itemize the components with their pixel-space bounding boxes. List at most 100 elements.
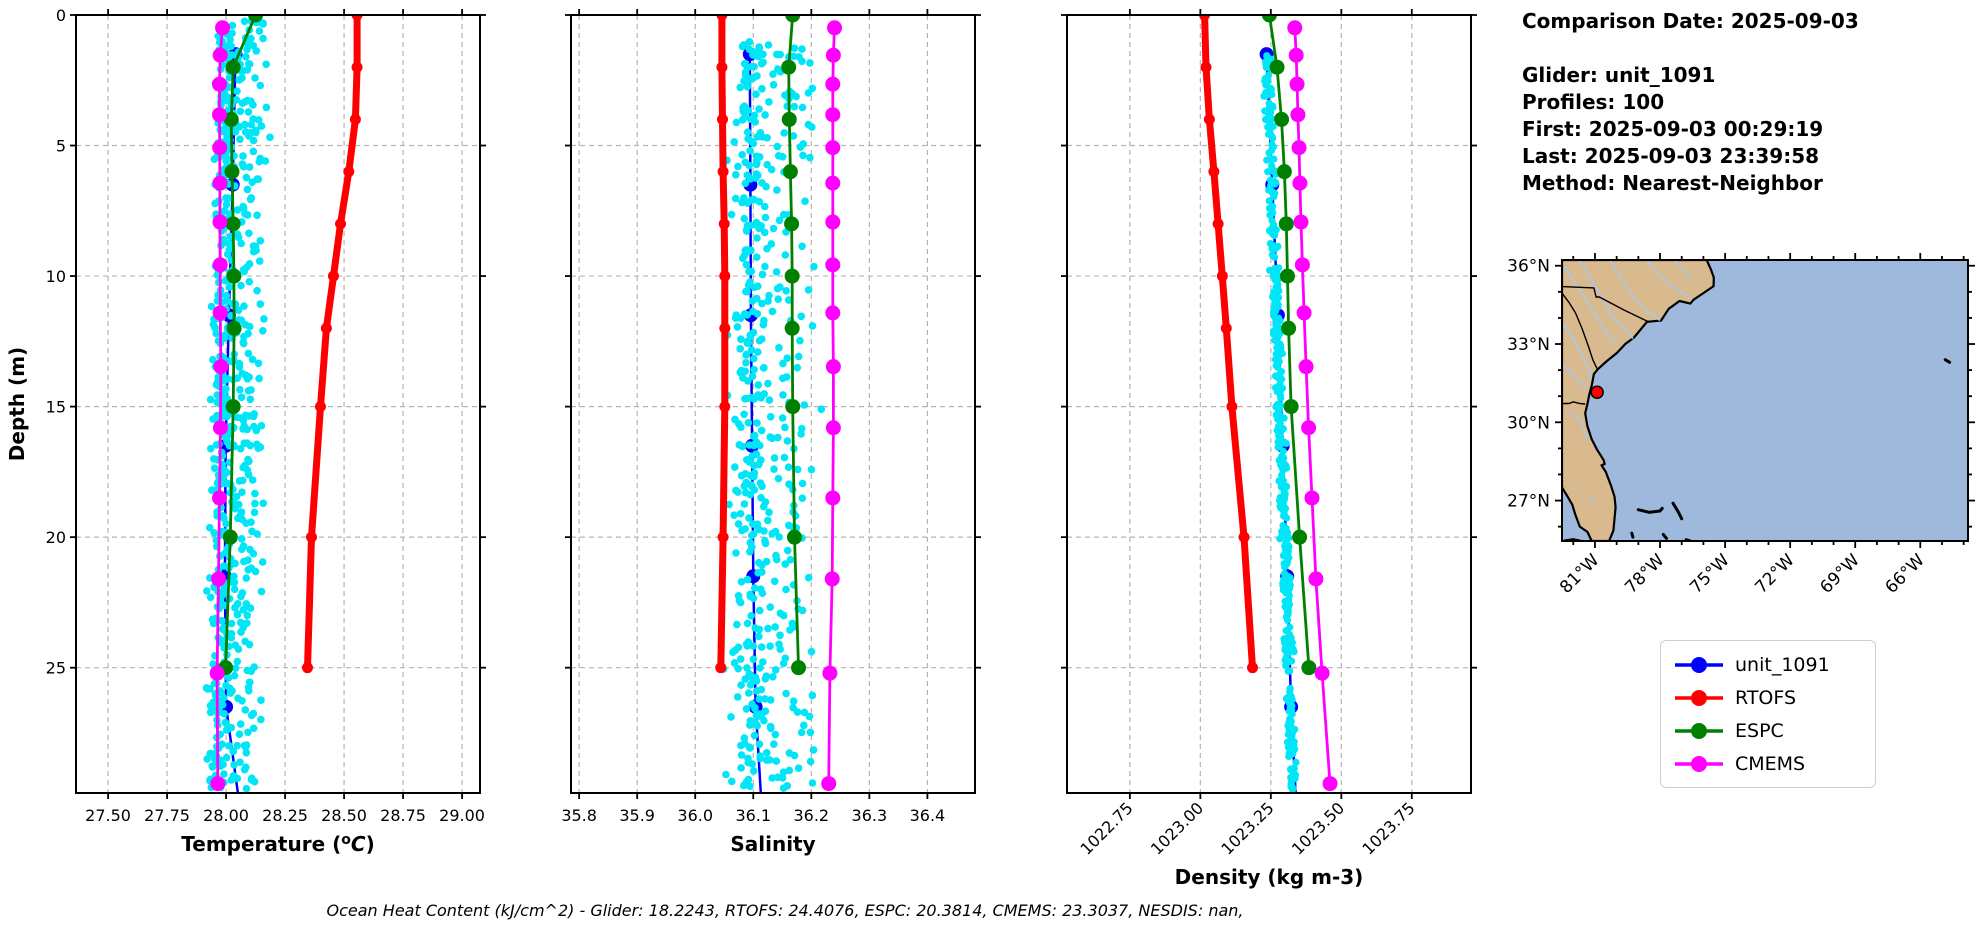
island	[1630, 531, 1635, 539]
island	[1636, 506, 1664, 514]
state-border	[1562, 401, 1586, 405]
series-CMEMS	[821, 20, 843, 792]
svg-text:33°N: 33°N	[1507, 335, 1550, 355]
svg-text:28.00: 28.00	[203, 806, 249, 825]
svg-text:20: 20	[46, 528, 66, 547]
svg-text:28.75: 28.75	[380, 806, 426, 825]
legend-swatch	[1675, 689, 1723, 706]
temperature-plot: 27.50 27.75 28.00 28.25 28.50 28.75 29.00 0 5 10 1…	[5, 6, 486, 856]
header-line: Comparison Date: 2025-09-03	[1522, 9, 1859, 33]
river	[1579, 260, 1634, 340]
series-RTOFS	[301, 15, 363, 674]
x-tick-labels: 1022.75 1023.00 1023.25 1023.50 1023.75	[1076, 798, 1418, 858]
river	[1570, 411, 1589, 441]
legend-swatch	[1675, 722, 1723, 739]
glider-raw-salinity-scatter	[719, 38, 826, 792]
svg-text:10: 10	[46, 267, 66, 286]
river	[1563, 265, 1619, 345]
header-line: Glider: unit_1091	[1522, 63, 1716, 87]
svg-text:36.0: 36.0	[677, 806, 713, 825]
river	[1562, 364, 1587, 389]
svg-text:72°W: 72°W	[1751, 550, 1798, 597]
header-line: Last: 2025-09-03 23:39:58	[1522, 144, 1820, 168]
comparison-header: Comparison Date: 2025-09-03 Glider: unit…	[1522, 8, 1859, 197]
svg-text:28.50: 28.50	[321, 806, 367, 825]
x-tick-labels: 35.8 35.9 36.0 36.1 36.2 36.3 36.4	[561, 806, 945, 825]
svg-text:81°W: 81°W	[1556, 550, 1603, 597]
legend-item-espc: ESPC	[1661, 714, 1875, 747]
lake	[1587, 497, 1595, 505]
svg-text:66°W: 66°W	[1881, 550, 1928, 597]
depth-axis-label: Depth (m)	[5, 347, 29, 461]
series-ESPC	[1261, 15, 1317, 676]
depth-tick-labels: 0 5 10 15 20 25	[46, 6, 66, 678]
svg-text:1023.50: 1023.50	[1288, 798, 1348, 858]
series-RTOFS	[715, 15, 731, 674]
legend-item-cmems: CMEMS	[1661, 747, 1875, 780]
svg-text:1023.25: 1023.25	[1217, 798, 1277, 858]
svg-text:27°N: 27°N	[1507, 492, 1550, 512]
series-RTOFS	[1199, 15, 1259, 674]
legend-label: RTOFS	[1735, 686, 1797, 709]
ohc-footer: Ocean Heat Content (kJ/cm^2) - Glider: 1…	[326, 901, 1244, 920]
legend-swatch	[1675, 656, 1723, 673]
river	[1646, 260, 1691, 300]
legend-label: ESPC	[1735, 719, 1784, 742]
header-line: Profiles: 100	[1522, 90, 1665, 114]
salinity-axis-label: Salinity	[730, 832, 815, 856]
map-ticks	[1555, 253, 1975, 548]
legend-item-unit_1091: unit_1091	[1661, 648, 1875, 681]
legend-item-rtofs: RTOFS	[1661, 681, 1875, 714]
svg-text:28.25: 28.25	[262, 806, 308, 825]
svg-text:25: 25	[46, 659, 66, 678]
svg-text:78°W: 78°W	[1621, 550, 1668, 597]
svg-text:36.1: 36.1	[735, 806, 771, 825]
svg-text:15: 15	[46, 398, 66, 417]
map-legend: unit_1091 RTOFS ESPC CMEMS	[1660, 640, 1876, 788]
land-coastline	[1562, 260, 1715, 541]
svg-text:27.75: 27.75	[144, 806, 190, 825]
series-ESPC	[781, 15, 807, 676]
svg-text:36.4: 36.4	[910, 806, 946, 825]
svg-text:35.8: 35.8	[561, 806, 597, 825]
header-line: Method: Nearest-Neighbor	[1522, 171, 1823, 195]
state-border	[1562, 285, 1649, 323]
x-tick-labels: 27.50 27.75 28.00 28.25 28.50 28.75 29.00	[85, 806, 485, 825]
svg-text:36.3: 36.3	[852, 806, 888, 825]
axis-ticks	[1061, 9, 1477, 799]
river	[1674, 260, 1692, 280]
legend-label: CMEMS	[1735, 752, 1806, 775]
header-line: First: 2025-09-03 00:29:19	[1522, 117, 1824, 141]
island	[1671, 501, 1684, 521]
svg-text:29.00: 29.00	[439, 806, 485, 825]
svg-text:1022.75: 1022.75	[1076, 798, 1136, 858]
series-CMEMS	[209, 20, 231, 792]
temperature-axis-label: Temperature (oC)	[181, 832, 374, 856]
location-map: 81°W 78°W 75°W 72°W 69°W 66°W 36°N 33°N 30°N 27°N	[1507, 253, 1975, 598]
svg-text:5: 5	[56, 137, 66, 156]
series-ESPC	[218, 15, 264, 676]
svg-text:0: 0	[56, 6, 66, 25]
glider-raw-density-scatter	[1260, 52, 1300, 793]
svg-text:36.2: 36.2	[793, 806, 829, 825]
svg-text:1023.75: 1023.75	[1358, 798, 1418, 858]
river	[1562, 322, 1592, 382]
density-plot: 1022.75 1023.00 1023.25 1023.50 1023.75 Densi…	[1061, 9, 1477, 889]
svg-text:1023.00: 1023.00	[1147, 798, 1207, 858]
density-axis-label: Density (kg m-3)	[1175, 865, 1364, 889]
salinity-plot: 35.8 35.9 36.0 36.1 36.2 36.3 36.4 Salinity	[561, 9, 981, 856]
svg-text:35.9: 35.9	[619, 806, 655, 825]
svg-text:30°N: 30°N	[1507, 413, 1550, 433]
island	[1661, 533, 1668, 540]
axis-ticks	[70, 9, 486, 799]
header-line	[1522, 35, 1859, 62]
svg-text:27.50: 27.50	[85, 806, 131, 825]
state-border	[1562, 292, 1598, 370]
legend-label: unit_1091	[1735, 653, 1830, 676]
series-CMEMS	[1287, 20, 1338, 792]
river	[1609, 260, 1661, 322]
legend-swatch	[1675, 755, 1723, 772]
island	[1943, 358, 1952, 364]
axis-ticks	[565, 9, 981, 799]
